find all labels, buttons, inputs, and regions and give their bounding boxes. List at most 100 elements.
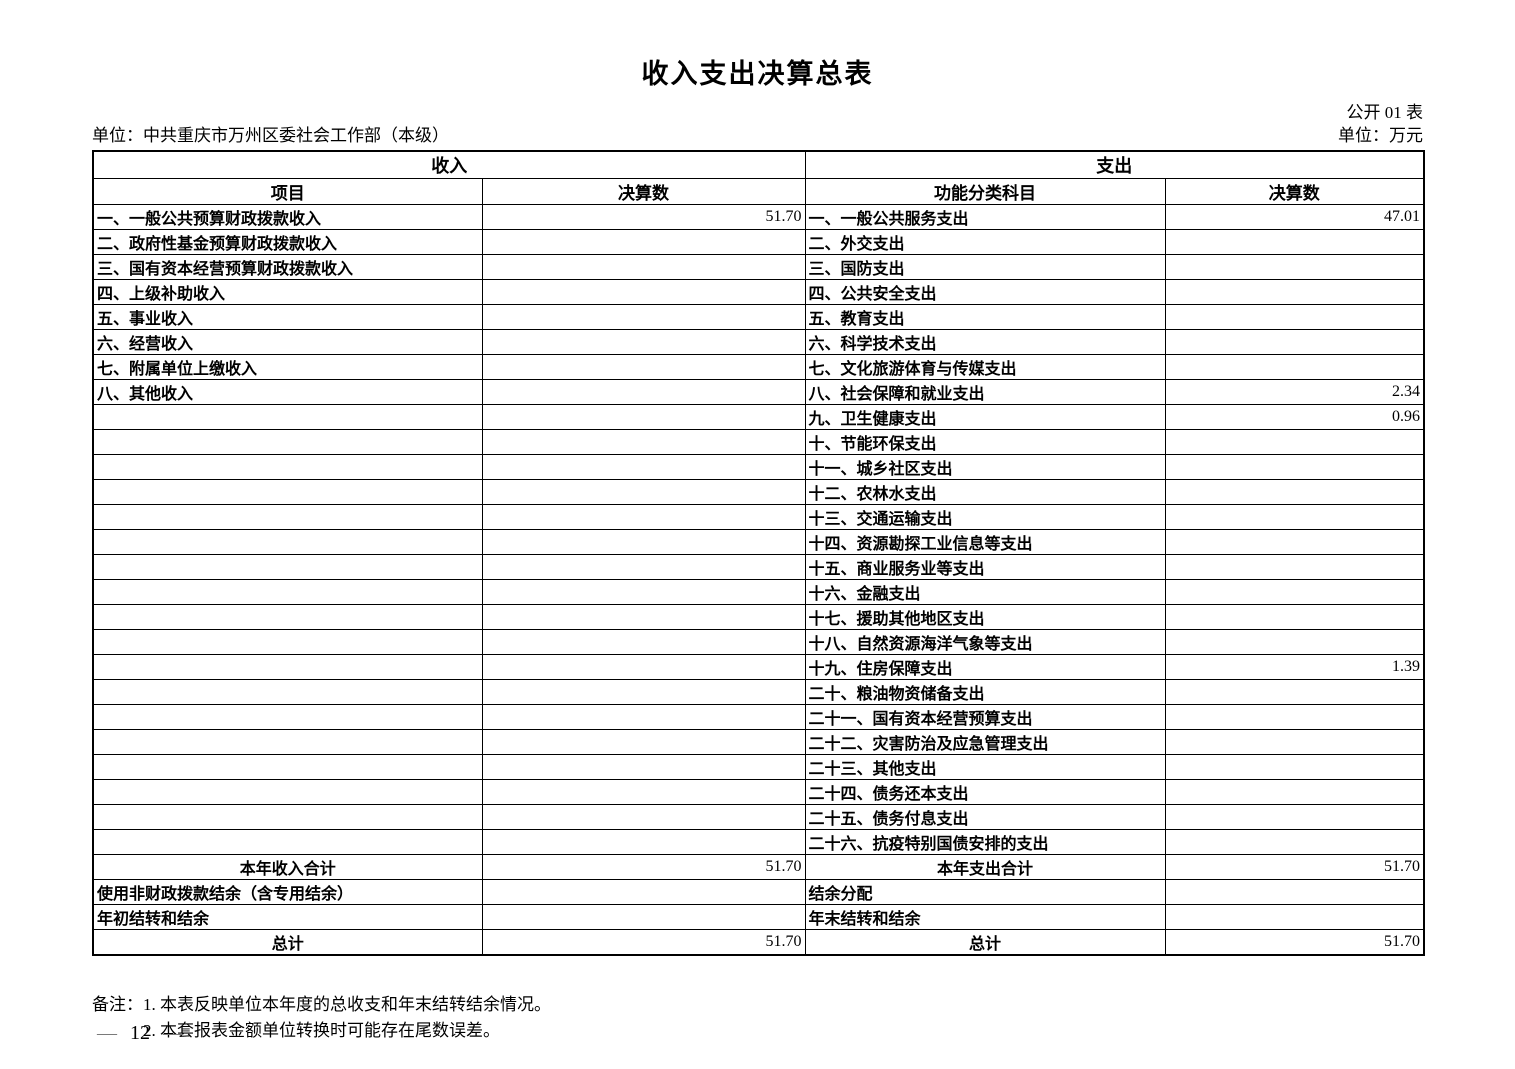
income-value-cell <box>481 654 806 680</box>
income-value-cell <box>481 679 806 705</box>
expense-item-cell: 十六、金融支出 <box>804 579 1166 605</box>
table-row: 一、一般公共预算财政拨款收入 51.70 一、一般公共服务支出 47.01 <box>92 204 1425 230</box>
expense-item-cell: 二十六、抗疫特别国债安排的支出 <box>804 829 1166 855</box>
table-row: 二十四、债务还本支出 <box>92 779 1425 805</box>
table-row: 二十五、债务付息支出 <box>92 804 1425 830</box>
section-header-row: 收入 支出 <box>92 150 1425 179</box>
note-line-2: 2. 本套报表金额单位转换时可能存在尾数误差。 <box>143 1021 500 1040</box>
table-row: 十八、自然资源海洋气象等支出 <box>92 629 1425 655</box>
expense-item-cell: 七、文化旅游体育与传媒支出 <box>804 354 1166 380</box>
expense-item-cell: 十一、城乡社区支出 <box>804 454 1166 480</box>
table-row: 十五、商业服务业等支出 <box>92 554 1425 580</box>
income-item-cell <box>92 404 483 430</box>
page-number-value: 12 <box>130 1022 150 1044</box>
expense-item-cell: 九、卫生健康支出 <box>804 404 1166 430</box>
expense-value-cell <box>1164 279 1425 305</box>
expense-item-cell: 五、教育支出 <box>804 304 1166 330</box>
expense-item-cell: 十八、自然资源海洋气象等支出 <box>804 629 1166 655</box>
notes-label: 备注： <box>92 995 143 1014</box>
expense-value-cell <box>1164 904 1425 930</box>
expense-item-cell: 二十四、债务还本支出 <box>804 779 1166 805</box>
expense-value-cell <box>1164 779 1425 805</box>
income-value-cell: 51.70 <box>481 204 806 230</box>
table-row: 十、节能环保支出 <box>92 429 1425 455</box>
income-value-cell <box>481 879 806 905</box>
expense-value-cell <box>1164 704 1425 730</box>
income-value-cell <box>481 779 806 805</box>
expense-value-cell <box>1164 754 1425 780</box>
col-header-expense-amount: 决算数 <box>1164 178 1425 205</box>
income-item-cell <box>92 804 483 830</box>
expense-value-cell <box>1164 254 1425 280</box>
income-item-cell <box>92 654 483 680</box>
expense-value-cell <box>1164 504 1425 530</box>
income-value-cell <box>481 529 806 555</box>
expense-item-cell: 十、节能环保支出 <box>804 429 1166 455</box>
income-value-cell <box>481 354 806 380</box>
income-value-cell <box>481 554 806 580</box>
expense-value-cell <box>1164 329 1425 355</box>
expense-item-cell: 十二、农林水支出 <box>804 479 1166 505</box>
expense-value-cell <box>1164 604 1425 630</box>
expense-item-cell: 八、社会保障和就业支出 <box>804 379 1166 405</box>
expense-value-cell <box>1164 679 1425 705</box>
note-line-1: 1. 本表反映单位本年度的总收支和年末结转结余情况。 <box>143 995 551 1014</box>
income-value-cell <box>481 329 806 355</box>
expense-item-cell: 十七、援助其他地区支出 <box>804 604 1166 630</box>
table-row: 总计 51.70 总计 51.70 <box>92 929 1425 956</box>
income-value-cell <box>481 479 806 505</box>
table-row: 二十、粮油物资储备支出 <box>92 679 1425 705</box>
income-item-cell: 三、国有资本经营预算财政拨款收入 <box>92 254 483 280</box>
table-meta: 公开 01 表 单位：中共重庆市万州区委社会工作部（本级） 单位：万元 <box>92 103 1423 147</box>
table-row: 九、卫生健康支出 0.96 <box>92 404 1425 430</box>
income-item-cell <box>92 529 483 555</box>
income-value-cell <box>481 604 806 630</box>
income-item-cell <box>92 429 483 455</box>
expense-item-cell: 六、科学技术支出 <box>804 329 1166 355</box>
page-number-right-dash: — <box>163 1022 183 1044</box>
table-row: 二、政府性基金预算财政拨款收入 二、外交支出 <box>92 229 1425 255</box>
table-row: 十四、资源勘探工业信息等支出 <box>92 529 1425 555</box>
table-row: 本年收入合计 51.70 本年支出合计 51.70 <box>92 854 1425 880</box>
expense-item-cell: 三、国防支出 <box>804 254 1166 280</box>
income-item-cell <box>92 704 483 730</box>
expense-value-cell: 2.34 <box>1164 379 1425 405</box>
income-item-cell: 八、其他收入 <box>92 379 483 405</box>
income-item-cell: 一、一般公共预算财政拨款收入 <box>92 204 483 230</box>
income-item-cell <box>92 504 483 530</box>
expense-value-cell <box>1164 429 1425 455</box>
income-item-cell <box>92 629 483 655</box>
table-row: 五、事业收入 五、教育支出 <box>92 304 1425 330</box>
expense-value-cell <box>1164 229 1425 255</box>
expense-value-cell <box>1164 454 1425 480</box>
page-title: 收入支出决算总表 <box>641 59 874 89</box>
expense-value-cell <box>1164 829 1425 855</box>
expense-value-cell <box>1164 554 1425 580</box>
expense-item-cell: 十五、商业服务业等支出 <box>804 554 1166 580</box>
expense-item-cell: 结余分配 <box>804 879 1166 905</box>
expense-value-cell <box>1164 304 1425 330</box>
income-value-cell <box>481 804 806 830</box>
col-header-income-amount: 决算数 <box>481 178 806 205</box>
table-row: 二十三、其他支出 <box>92 754 1425 780</box>
table-row: 十六、金融支出 <box>92 579 1425 605</box>
table-row: 二十一、国有资本经营预算支出 <box>92 704 1425 730</box>
expense-item-cell: 本年支出合计 <box>804 854 1166 880</box>
income-item-cell <box>92 679 483 705</box>
expense-item-cell: 十三、交通运输支出 <box>804 504 1166 530</box>
table-row: 四、上级补助收入 四、公共安全支出 <box>92 279 1425 305</box>
income-item-cell <box>92 554 483 580</box>
table-row: 十七、援助其他地区支出 <box>92 604 1425 630</box>
table-row: 六、经营收入 六、科学技术支出 <box>92 329 1425 355</box>
income-value-cell: 51.70 <box>481 929 806 956</box>
expense-item-cell: 二十五、债务付息支出 <box>804 804 1166 830</box>
income-value-cell <box>481 379 806 405</box>
expense-value-cell <box>1164 579 1425 605</box>
page-number: — 12 — <box>97 1022 183 1045</box>
income-item-cell <box>92 829 483 855</box>
expense-value-cell <box>1164 879 1425 905</box>
expense-value-cell <box>1164 354 1425 380</box>
reporting-unit-name: 单位：中共重庆市万州区委社会工作部（本级） <box>92 126 449 145</box>
income-item-cell: 七、附属单位上缴收入 <box>92 354 483 380</box>
